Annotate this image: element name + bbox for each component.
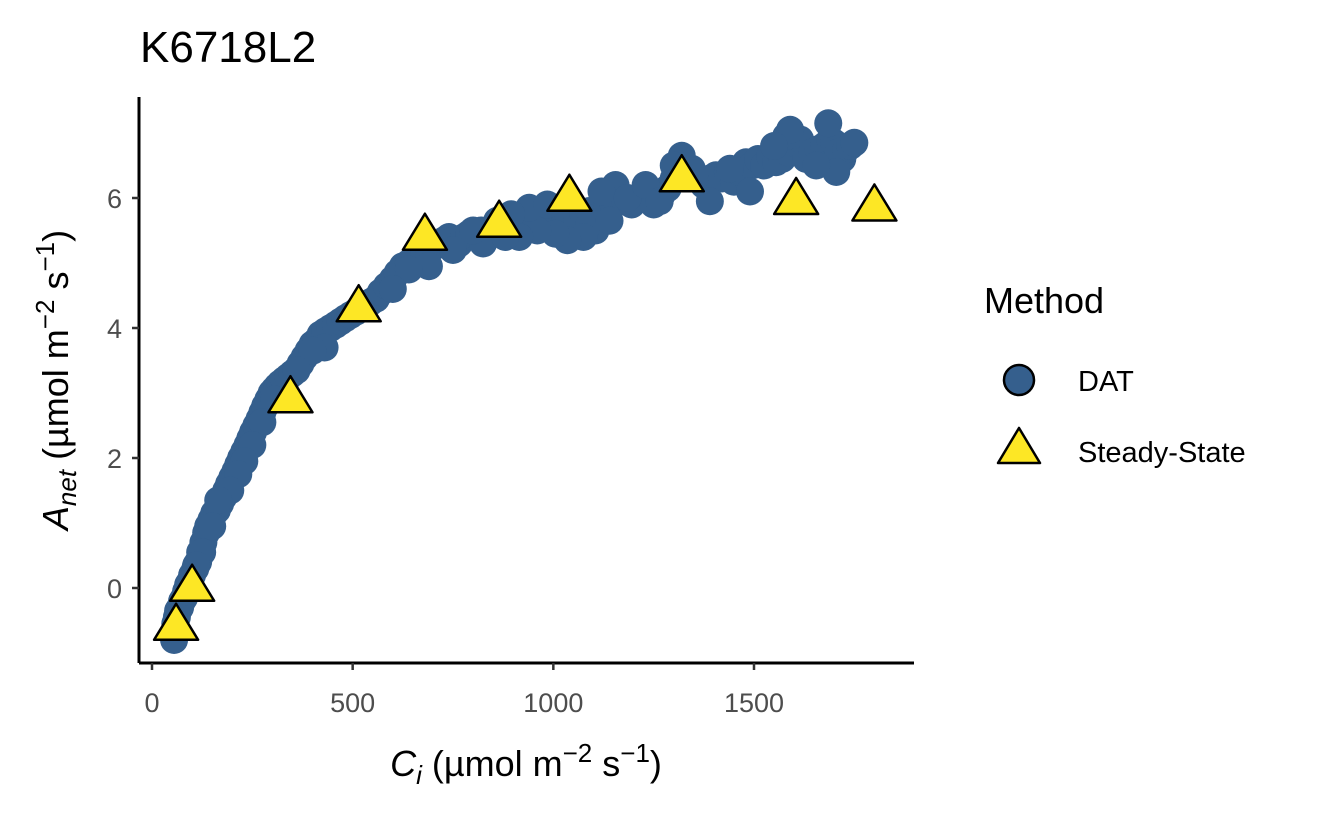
- legend-dat-circle-icon: [1002, 363, 1036, 397]
- dat-point: [595, 206, 624, 235]
- dat-point: [204, 486, 233, 515]
- y-axis-subscript: net: [52, 468, 82, 506]
- y-tick-label: 6: [107, 184, 122, 214]
- steady-state-point: [658, 154, 706, 193]
- legend-label-steady-state: Steady-State: [1078, 437, 1246, 469]
- x-axis-exp2: −1: [620, 738, 650, 768]
- dat-point: [802, 151, 831, 180]
- steady-state-point: [401, 212, 449, 251]
- x-tick-label: 500: [330, 688, 375, 718]
- dat-point: [814, 109, 843, 138]
- x-axis-exp1: −2: [563, 738, 593, 768]
- legend-title: Method: [984, 280, 1104, 321]
- dat-point: [695, 187, 724, 216]
- dat-point: [394, 255, 423, 284]
- y-tick-label: 4: [107, 314, 122, 344]
- x-axis-unit-close: ): [650, 743, 662, 784]
- steady-state-point: [267, 375, 314, 414]
- steady-state-point: [851, 183, 898, 222]
- dat-point: [840, 128, 869, 157]
- chart-title: K6718L2: [140, 23, 316, 72]
- x-axis-unit-open: (µmol m: [422, 743, 563, 784]
- dat-point: [735, 177, 764, 206]
- x-tick-label: 0: [144, 688, 159, 718]
- y-axis-ticks: 0 2 4 6: [107, 184, 139, 604]
- dat-point: [645, 187, 674, 216]
- dat-series: [160, 109, 869, 654]
- dat-point: [587, 177, 616, 206]
- steady-state-series: [152, 154, 898, 641]
- legend-steady-state-triangle-icon: [996, 426, 1042, 465]
- y-tick-label: 0: [107, 574, 122, 604]
- y-axis-exp1: −2: [30, 300, 60, 330]
- dat-point: [760, 132, 789, 160]
- steady-state-point: [475, 199, 523, 238]
- y-axis-unit-open: (µmol m: [35, 329, 76, 470]
- legend: Method DAT Steady-State: [984, 280, 1246, 469]
- x-axis-unit-mid: s: [592, 743, 620, 784]
- dat-point: [378, 275, 407, 303]
- steady-state-point: [546, 173, 593, 212]
- y-axis-exp2: −1: [30, 242, 60, 272]
- dat-point: [439, 236, 467, 264]
- y-axis-unit-mid: s: [35, 272, 76, 300]
- x-axis-subscript: i: [416, 760, 423, 790]
- x-tick-label: 1500: [724, 688, 784, 718]
- x-axis-ticks: 0 500 1000 1500: [144, 663, 784, 718]
- y-axis-symbol: A: [35, 506, 76, 532]
- steady-state-point: [168, 563, 216, 602]
- dat-point: [298, 336, 327, 365]
- steady-state-point: [335, 284, 382, 323]
- y-tick-label: 2: [107, 444, 122, 474]
- dat-point: [248, 408, 277, 437]
- y-axis-unit-close: ): [35, 230, 76, 242]
- steady-state-point: [772, 176, 820, 216]
- plot-area: [152, 109, 898, 654]
- x-axis-symbol: C: [390, 743, 417, 784]
- dat-point: [198, 512, 227, 541]
- steady-state-point: [152, 602, 200, 641]
- dat-point: [715, 154, 744, 183]
- legend-label-dat: DAT: [1078, 366, 1134, 398]
- x-axis-title: Ci (µmol m−2 s−1): [390, 738, 662, 790]
- y-axis-title: Anet (µmol m−2 s−1): [30, 230, 82, 532]
- x-tick-label: 1000: [523, 688, 583, 718]
